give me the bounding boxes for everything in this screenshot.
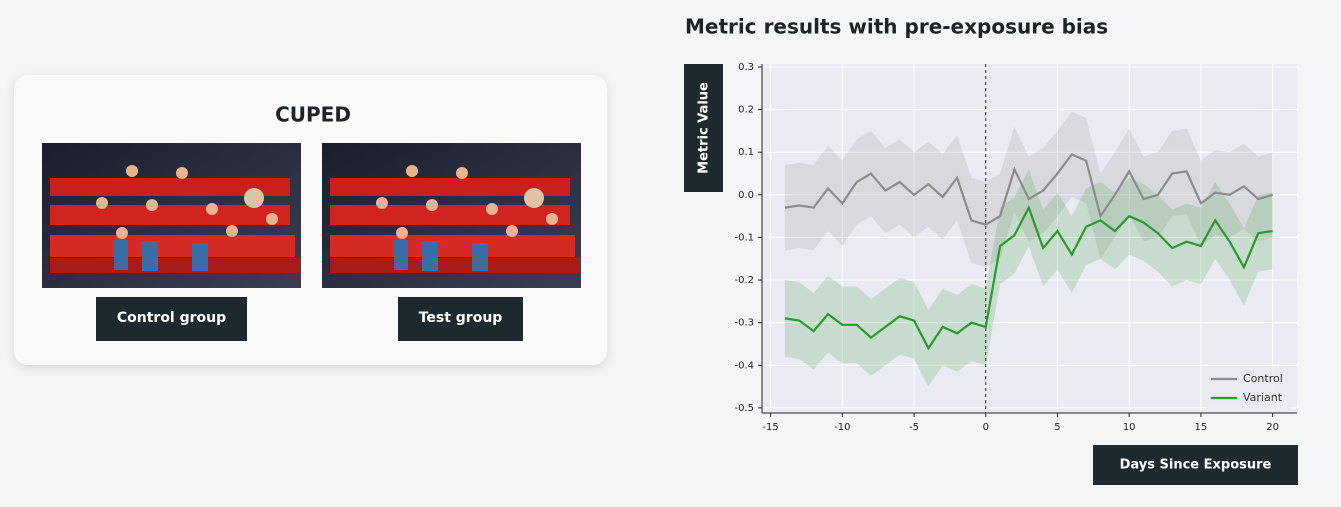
test-label: Test group [419, 310, 503, 326]
y-tick-label: 0.3 [738, 62, 754, 73]
x-tick-label: 0 [983, 422, 989, 433]
x-tick-label: 10 [1123, 422, 1136, 433]
y-tick-label: -0.5 [734, 403, 754, 414]
legend-label: Control [1243, 372, 1283, 385]
x-axis-label: Days Since Exposure [1120, 458, 1272, 473]
y-tick-label: -0.1 [734, 232, 754, 243]
control-image [42, 143, 301, 288]
y-tick-label: 0.2 [738, 105, 754, 116]
series-line [784, 204, 1273, 351]
y-tick-label: 0.0 [738, 190, 754, 201]
x-label-box [1093, 445, 1298, 485]
x-tick-label: -10 [834, 422, 850, 433]
control-button [96, 297, 247, 341]
x-tick-label: 20 [1266, 422, 1279, 433]
series-line [784, 152, 1273, 226]
y-axis-label: Metric Value [697, 82, 712, 174]
confidence-band [784, 169, 1273, 387]
x-tick-label: 15 [1195, 422, 1208, 433]
chart-title: Metric results with pre-exposure bias [685, 15, 1108, 39]
y-tick-label: -0.2 [734, 275, 754, 286]
y-label-box [684, 64, 723, 192]
x-tick-label: -15 [762, 422, 778, 433]
y-tick-label: -0.3 [734, 318, 754, 329]
test-button [398, 297, 523, 341]
y-tick-label: -0.4 [734, 360, 754, 371]
y-tick-label: 0.1 [738, 147, 754, 158]
card-title: CUPED [275, 103, 351, 127]
legend-label: Variant [1243, 391, 1283, 404]
plot-area [762, 64, 1297, 413]
x-tick-label: -5 [909, 422, 919, 433]
control-label: Control group [117, 310, 226, 326]
test-image [322, 143, 581, 288]
x-tick-label: 5 [1054, 422, 1060, 433]
